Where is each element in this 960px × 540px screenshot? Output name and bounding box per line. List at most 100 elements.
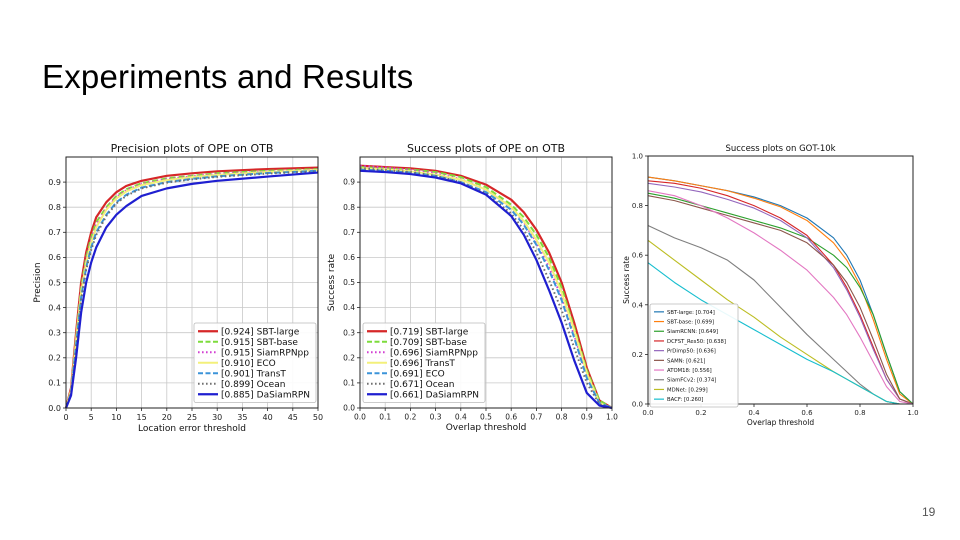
x-tick-label: 0.2 xyxy=(695,409,706,417)
x-tick-label: 1.0 xyxy=(907,409,918,417)
y-tick-label: 0.4 xyxy=(343,303,355,312)
x-tick-label: 0.1 xyxy=(379,413,391,422)
x-tick-label: 0.6 xyxy=(505,413,517,422)
y-tick-label: 0.6 xyxy=(343,253,355,262)
legend-label-mdnet-0-299: MDNet: [0.299] xyxy=(667,387,708,393)
legend-label-bacf-0-260: BACF: [0.260] xyxy=(667,397,703,403)
legend-label-siamfcv2-0-374: SiamFCv2: [0.374] xyxy=(667,378,716,384)
legend-label-0-671-ocean: [0.671] Ocean xyxy=(390,380,454,390)
chart-title: Success plots on GOT-10k xyxy=(725,144,835,154)
x-tick-label: 20 xyxy=(162,413,172,422)
legend-box xyxy=(193,322,317,403)
y-tick-label: 0.4 xyxy=(632,301,644,309)
y-tick-label: 0.3 xyxy=(343,328,355,337)
series-line-prdimp50-0-636 xyxy=(647,182,914,405)
y-tick-label: 0.8 xyxy=(343,203,355,212)
legend-label-sbt-base-0-699: SBT-base: [0.699] xyxy=(667,319,714,325)
series-line-0-885-dasiamrpn xyxy=(64,171,319,409)
slide-title: Experiments and Results xyxy=(42,58,414,95)
page-number: 19 xyxy=(922,505,936,519)
series-line-bacf-0-260 xyxy=(647,262,913,405)
series-line-samn-0-621 xyxy=(647,195,914,405)
legend-label-siamrcnn-0-649: SiamRCNN: [0.649] xyxy=(667,329,718,335)
x-tick-label: 50 xyxy=(313,413,323,422)
legend-label-0-709-sbt-base: [0.709] SBT-base xyxy=(390,338,467,348)
x-tick-label: 45 xyxy=(288,413,298,422)
y-tick-label: 0.8 xyxy=(632,202,643,210)
legend-label-0-901-transt: [0.901] TransT xyxy=(221,369,286,379)
x-tick-label: 25 xyxy=(187,413,197,422)
x-axis-label: Overlap threshold xyxy=(446,423,527,433)
y-tick-label: 0.0 xyxy=(343,404,355,413)
x-tick-label: 0.9 xyxy=(581,413,593,422)
series-line-sbt-base-0-699 xyxy=(647,176,914,405)
series-line-0-671-ocean xyxy=(359,167,613,409)
x-tick-label: 40 xyxy=(263,413,273,422)
x-tick-label: 1.0 xyxy=(606,413,618,422)
y-tick-label: 0.6 xyxy=(632,252,644,260)
x-tick-label: 0.6 xyxy=(801,409,813,417)
y-tick-label: 0.2 xyxy=(48,354,61,363)
series-line-0-899-ocean xyxy=(65,170,319,409)
x-tick-label: 0.0 xyxy=(642,409,653,417)
chart-title: Success plots of OPE on OTB xyxy=(407,142,565,155)
legend-label-0-924-sbt-large: [0.924] SBT-large xyxy=(221,327,300,337)
x-tick-label: 0.3 xyxy=(430,413,442,422)
y-tick-label: 0.7 xyxy=(343,228,355,237)
legend-label-0-910-eco: [0.910] ECO xyxy=(221,359,276,369)
x-tick-label: 0.8 xyxy=(556,413,568,422)
legend-label-0-885-dasiamrpn: [0.885] DaSiamRPN xyxy=(221,390,310,400)
x-tick-label: 0.7 xyxy=(530,413,542,422)
legend-label-prdimp50-0-636: PrDimp50: [0.636] xyxy=(667,349,716,355)
y-tick-label: 0.1 xyxy=(343,379,355,388)
x-axis-label: Overlap threshold xyxy=(747,418,814,427)
y-axis-label: Precision xyxy=(33,262,43,302)
y-tick-label: 0.5 xyxy=(343,278,355,287)
plot-frame xyxy=(647,155,914,405)
success-plot-got10k: 0.0 0.2 0.4 0.6 0.8 1.0 0.0 0.2 0.4 0.6 0.8 1.0 Succ… xyxy=(622,144,919,427)
legend-label-samn-0-621: SAMN: [0.621] xyxy=(667,358,705,364)
legend-label-dcfst-res50-0-638: DCFST_Res50: [0.638] xyxy=(667,339,726,345)
legend-label-0-899-ocean: [0.899] Ocean xyxy=(221,380,285,390)
legend-label-0-661-dasiamrpn: [0.661] DaSiamRPN xyxy=(390,390,479,400)
y-tick-label: 0.9 xyxy=(48,178,61,187)
y-tick-label: 1.0 xyxy=(632,152,643,160)
y-tick-label: 0.8 xyxy=(48,203,61,212)
y-tick-label: 0.9 xyxy=(343,178,355,187)
y-tick-label: 0.4 xyxy=(48,303,61,312)
y-axis-label: Success rate xyxy=(622,256,631,304)
y-tick-label: 0.2 xyxy=(343,353,355,362)
legend-label-0-696-transt: [0.696] TransT xyxy=(390,359,455,369)
series-line-atom18-0-556 xyxy=(647,190,914,405)
x-tick-label: 0.2 xyxy=(404,413,416,422)
x-tick-label: 5 xyxy=(89,413,94,422)
y-tick-label: 0.5 xyxy=(48,278,61,287)
x-tick-label: 0.4 xyxy=(748,409,760,417)
legend-label-0-719-sbt-large: [0.719] SBT-large xyxy=(390,327,469,337)
x-tick-label: 30 xyxy=(212,413,222,422)
chart-title: Precision plots of OPE on OTB xyxy=(111,142,274,155)
x-tick-label: 0.4 xyxy=(455,413,467,422)
legend-label-sbt-large-0-704: SBT-large: [0.704] xyxy=(667,310,715,316)
series-line-0-661-dasiamrpn xyxy=(359,169,613,410)
legend-label-atom18-0-556: ATOM18: [0.556] xyxy=(667,368,712,374)
x-tick-label: 10 xyxy=(111,413,121,422)
legend-label-0-691-eco: [0.691] ECO xyxy=(390,369,445,379)
precision-plot-otb: 0 5 10 15 20 25 30 35 40 45 50 0.0 0.1 0.2 0.3 0.4 0.5 0.… xyxy=(33,142,323,434)
success-plot-otb: 0.0 0.1 0.2 0.3 0.4 0.5 0.6 0.7 0.8 0.9 1.0 0.0 0.1 0… xyxy=(327,142,618,433)
y-tick-label: 0.6 xyxy=(48,253,61,262)
x-tick-label: 0.5 xyxy=(480,413,492,422)
series-line-0-696-siamrpnpp xyxy=(359,164,613,409)
x-axis-label: Location error threshold xyxy=(138,424,246,434)
legend-label-0-915-sbt-base: [0.915] SBT-base xyxy=(221,338,298,348)
y-tick-label: 0.7 xyxy=(48,228,61,237)
x-tick-label: 35 xyxy=(237,413,247,422)
legend-box xyxy=(362,322,486,403)
x-tick-label: 0.8 xyxy=(854,409,865,417)
y-tick-label: 0.1 xyxy=(48,379,61,388)
legend-label-0-915-siamrpnpp: [0.915] SiamRPNpp xyxy=(221,348,309,358)
y-tick-label: 0.2 xyxy=(632,351,643,359)
x-tick-label: 0 xyxy=(63,413,68,422)
x-tick-label: 0.0 xyxy=(354,413,366,422)
x-tick-label: 15 xyxy=(137,413,147,422)
